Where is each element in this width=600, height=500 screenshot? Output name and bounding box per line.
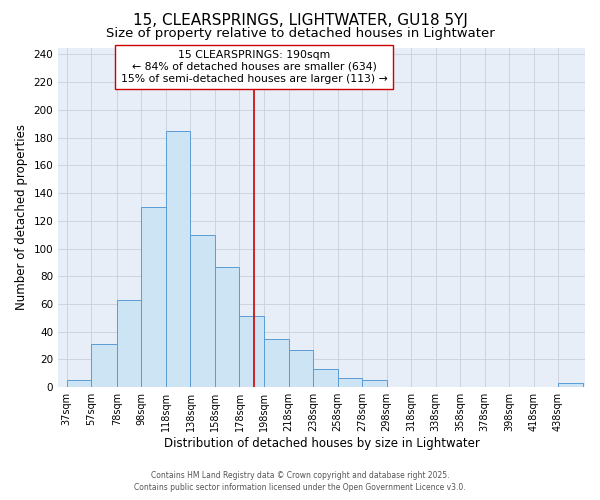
Text: Contains HM Land Registry data © Crown copyright and database right 2025.
Contai: Contains HM Land Registry data © Crown c… (134, 471, 466, 492)
Bar (190, 234, 215, 387)
Text: 15, CLEARSPRINGS, LIGHTWATER, GU18 5YJ: 15, CLEARSPRINGS, LIGHTWATER, GU18 5YJ (133, 12, 467, 28)
Bar (558, 383, 583, 387)
Bar (67, 380, 91, 387)
Bar (289, 350, 313, 387)
Bar (215, 266, 239, 387)
Text: Size of property relative to detached houses in Lightwater: Size of property relative to detached ho… (106, 28, 494, 40)
Bar (117, 300, 142, 387)
X-axis label: Distribution of detached houses by size in Lightwater: Distribution of detached houses by size … (164, 437, 479, 450)
Bar (338, 378, 362, 387)
Bar (313, 369, 338, 387)
Bar (91, 344, 117, 387)
Bar (362, 380, 386, 387)
Bar (166, 130, 190, 387)
Text: 15 CLEARSPRINGS: 190sqm
← 84% of detached houses are smaller (634)
15% of semi-d: 15 CLEARSPRINGS: 190sqm ← 84% of detache… (121, 50, 388, 84)
Bar (239, 316, 264, 387)
Y-axis label: Number of detached properties: Number of detached properties (15, 124, 28, 310)
Bar (264, 338, 289, 387)
Bar (142, 207, 166, 387)
